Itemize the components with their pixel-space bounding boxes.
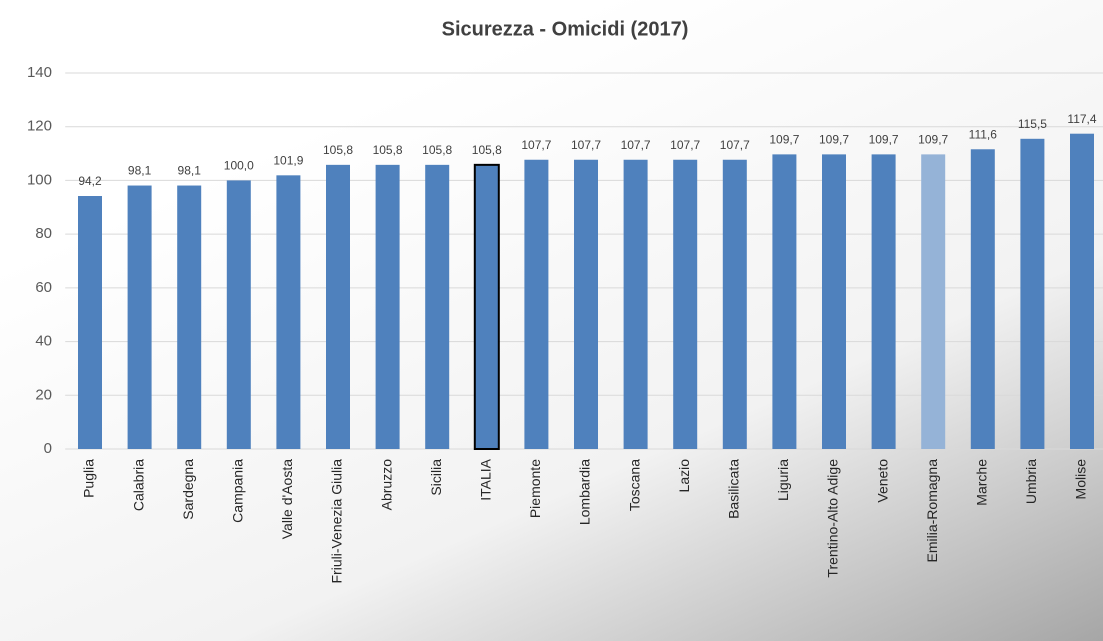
x-tick-label: Marche: [974, 459, 990, 506]
value-label: 107,7: [621, 138, 651, 152]
x-tick-label: Abruzzo: [378, 459, 394, 511]
bar: [78, 196, 102, 449]
bar: [822, 154, 846, 449]
bar: [623, 159, 648, 449]
x-tick-label: Piemonte: [527, 459, 543, 518]
x-tick-label: Molise: [1073, 459, 1089, 500]
bar: [473, 163, 500, 450]
bar: [722, 159, 747, 449]
value-label: 109,7: [869, 133, 899, 147]
value-label: 107,7: [720, 138, 750, 152]
bar: [1020, 138, 1045, 450]
x-tick-label: Puglia: [81, 459, 97, 498]
value-label: 107,7: [521, 138, 551, 152]
value-label: 105,8: [472, 143, 502, 157]
value-label: 105,8: [323, 143, 353, 157]
y-tick-label: 60: [35, 279, 52, 296]
value-label: 94,2: [78, 174, 102, 188]
value-label: 100,0: [224, 159, 254, 173]
x-tick-label: Umbria: [1023, 459, 1039, 504]
chart-title: Sicurezza - Omicidi (2017): [442, 18, 689, 40]
value-label: 105,8: [373, 143, 403, 157]
y-tick-label: 20: [35, 386, 52, 403]
x-tick-label: Sicilia: [428, 459, 444, 496]
value-label: 109,7: [819, 133, 849, 147]
value-label: 98,1: [178, 164, 202, 178]
y-tick-label: 100: [27, 171, 52, 188]
value-label: 98,1: [128, 164, 152, 178]
value-label: 109,7: [769, 133, 799, 147]
bar: [574, 159, 598, 449]
bar: [673, 159, 698, 449]
value-label: 115,5: [1018, 117, 1047, 131]
plot-area: Puglia 94,2 Calabria 98,1 Sardegna 98,1 Campan…: [78, 112, 1097, 584]
bar: [921, 154, 946, 449]
y-tick-label: 0: [44, 440, 52, 457]
bar: [375, 164, 400, 449]
x-tick-label: Toscana: [626, 459, 642, 511]
value-label: 105,8: [422, 143, 452, 157]
x-tick-label: ITALIA: [478, 458, 494, 500]
value-label: 117,4: [1067, 112, 1096, 126]
x-tick-label: Trentino-Alto Adige: [825, 459, 841, 578]
x-tick-label: Sardegna: [180, 459, 196, 520]
y-tick-label: 140: [27, 64, 52, 81]
bar: [871, 154, 896, 449]
value-label: 107,7: [670, 138, 700, 152]
bar: [127, 185, 152, 449]
x-tick-label: Calabria: [130, 459, 146, 511]
x-tick-label: Basilicata: [726, 459, 742, 519]
value-label: 109,7: [918, 133, 948, 147]
bar: [970, 149, 995, 449]
x-tick-label: Valle d'Aosta: [279, 459, 295, 539]
y-tick-label: 120: [27, 118, 52, 135]
bar: [1070, 133, 1094, 449]
y-tick-label: 40: [35, 333, 52, 350]
x-tick-label: Lombardia: [577, 459, 593, 525]
bar: [177, 185, 202, 449]
value-label: 111,6: [969, 127, 998, 141]
bar: [425, 164, 450, 449]
x-tick-label: Veneto: [874, 459, 890, 503]
x-tick-label: Liguria: [775, 459, 791, 501]
x-tick-label: Emilia-Romagna: [924, 459, 940, 563]
bar: [226, 180, 251, 449]
bar: [524, 159, 549, 449]
x-tick-label: Lazio: [676, 459, 692, 493]
value-label: 107,7: [571, 138, 601, 152]
bar: [276, 175, 301, 449]
x-tick-label: Campania: [230, 459, 246, 523]
bar: [772, 154, 797, 449]
value-label: 101,9: [273, 153, 303, 167]
y-tick-label: 80: [35, 225, 52, 242]
bar: [326, 164, 350, 449]
x-tick-label: Friuli-Venezia Giulia: [329, 459, 345, 584]
